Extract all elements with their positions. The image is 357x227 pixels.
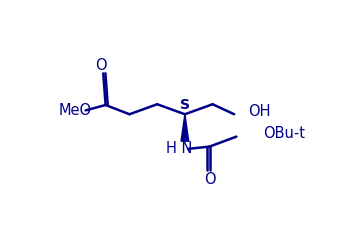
Text: O: O	[95, 58, 107, 73]
Text: OBu-t: OBu-t	[263, 126, 306, 141]
Text: S: S	[180, 98, 190, 112]
Text: H N: H N	[166, 141, 192, 156]
Text: O: O	[204, 172, 215, 187]
Text: OH: OH	[248, 104, 271, 119]
Text: MeO: MeO	[58, 103, 91, 118]
Polygon shape	[181, 114, 189, 141]
